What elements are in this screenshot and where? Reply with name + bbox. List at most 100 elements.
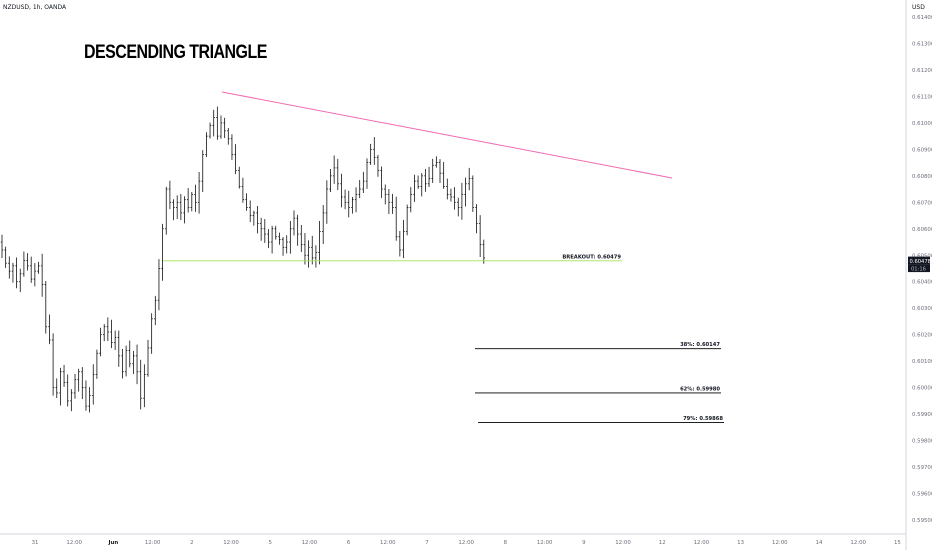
currency-label: USD	[912, 4, 925, 11]
ohlc-bar	[37, 261, 40, 274]
x-tick-label: 12:00	[615, 540, 631, 546]
x-tick-label: 12:00	[380, 540, 396, 546]
ohlc-bar	[234, 144, 237, 175]
ohlc-bar	[365, 158, 369, 189]
x-tick-label: 7	[425, 540, 428, 546]
ohlc-bar	[219, 115, 223, 139]
ohlc-bar	[44, 280, 47, 334]
ohlc-bar	[384, 184, 387, 205]
ohlc-bar	[292, 210, 296, 236]
ohlc-bar	[475, 204, 478, 234]
chart-title: DESCENDING TRIANGLE	[84, 42, 267, 63]
ohlc-bar	[347, 190, 350, 218]
ohlc-bar	[179, 193, 183, 220]
ohlc-bar	[351, 197, 354, 214]
ohlc-bar	[453, 187, 456, 210]
ohlc-bar	[66, 374, 69, 407]
ohlc-bar	[99, 327, 102, 357]
symbol-label: NZDUSD, 1h, OANDA	[3, 4, 67, 11]
ohlc-bar	[402, 219, 405, 259]
ohlc-bar	[11, 262, 15, 283]
ohlc-bar	[457, 197, 460, 217]
ohlc-bar	[230, 134, 234, 160]
ohlc-bar	[245, 193, 248, 211]
x-tick-label: 14	[816, 540, 823, 546]
ohlc-bar	[48, 314, 51, 345]
ohlc-bar	[413, 174, 416, 202]
x-tick-label: 15	[894, 540, 901, 546]
ohlc-bar	[139, 359, 142, 410]
ohlc-bar	[212, 109, 215, 137]
ohlc-bar	[311, 235, 314, 265]
ohlc-bar	[431, 158, 434, 183]
ohlc-bar	[26, 253, 29, 271]
ohlc-bar	[146, 339, 150, 377]
ohlc-bar	[4, 246, 7, 268]
ohlc-bar	[92, 364, 95, 405]
x-tick-label: 12:00	[66, 540, 82, 546]
resistance-trendline	[221, 91, 673, 179]
ohlc-bar	[336, 158, 339, 191]
ohlc-bar	[340, 173, 343, 208]
countdown-label: 01:16	[911, 266, 926, 272]
ohlc-bar	[405, 204, 409, 236]
x-tick-label: 12:00	[694, 540, 710, 546]
ohlc-bar	[409, 187, 412, 213]
ohlc-bar	[186, 188, 190, 213]
ohlc-bar	[438, 159, 442, 184]
ohlc-bar	[256, 206, 259, 234]
ohlc-bar	[84, 380, 88, 411]
ohlc-bar	[285, 235, 288, 254]
ohlc-bar	[343, 189, 347, 210]
ohlc-bar	[270, 225, 274, 254]
x-tick-label: 9	[582, 540, 586, 546]
ohlc-bar	[88, 387, 91, 413]
ohlc-bar	[51, 333, 55, 396]
ohlc-bar	[376, 154, 380, 177]
ohlc-bar	[117, 330, 120, 367]
ohlc-bar	[354, 187, 358, 213]
ohlc-bar	[183, 196, 186, 224]
ohlc-bar	[358, 179, 361, 199]
ohlc-bar	[55, 378, 58, 399]
x-tick-label: 12:00	[145, 540, 161, 546]
ohlc-bar	[435, 156, 438, 168]
ohlc-bar	[227, 128, 230, 145]
ohlc-bar	[19, 268, 22, 293]
ohlc-bar	[332, 155, 336, 184]
ohlc-bar	[424, 168, 427, 192]
ohlc-bar	[168, 180, 172, 210]
price-bars	[0, 106, 485, 413]
ohlc-bar	[201, 150, 204, 193]
x-tick-label: 8	[504, 540, 508, 546]
ohlc-bar	[307, 240, 310, 268]
countdown-badge	[908, 264, 930, 273]
ohlc-bar	[420, 173, 423, 197]
ohlc-bar	[274, 225, 277, 240]
ohlc-bar	[296, 214, 299, 246]
ohlc-bar	[59, 367, 62, 406]
drawings: BREAKOUT: 0.60479 38%: 0.60147 62%: 0.5998…	[163, 91, 724, 424]
ohlc-bar	[73, 373, 77, 399]
ohlc-bar	[380, 166, 383, 199]
x-axis-labels: 31 12:00 Jun 12:00 2 12:00 5 12:00 6 12:00 7 12:00 8…	[32, 540, 901, 546]
ohlc-bar	[33, 263, 37, 287]
ohlc-bar	[442, 162, 445, 189]
ohlc-bar	[103, 324, 106, 342]
target-label: 62%: 0.59980	[680, 386, 720, 392]
ohlc-bar	[259, 217, 263, 241]
